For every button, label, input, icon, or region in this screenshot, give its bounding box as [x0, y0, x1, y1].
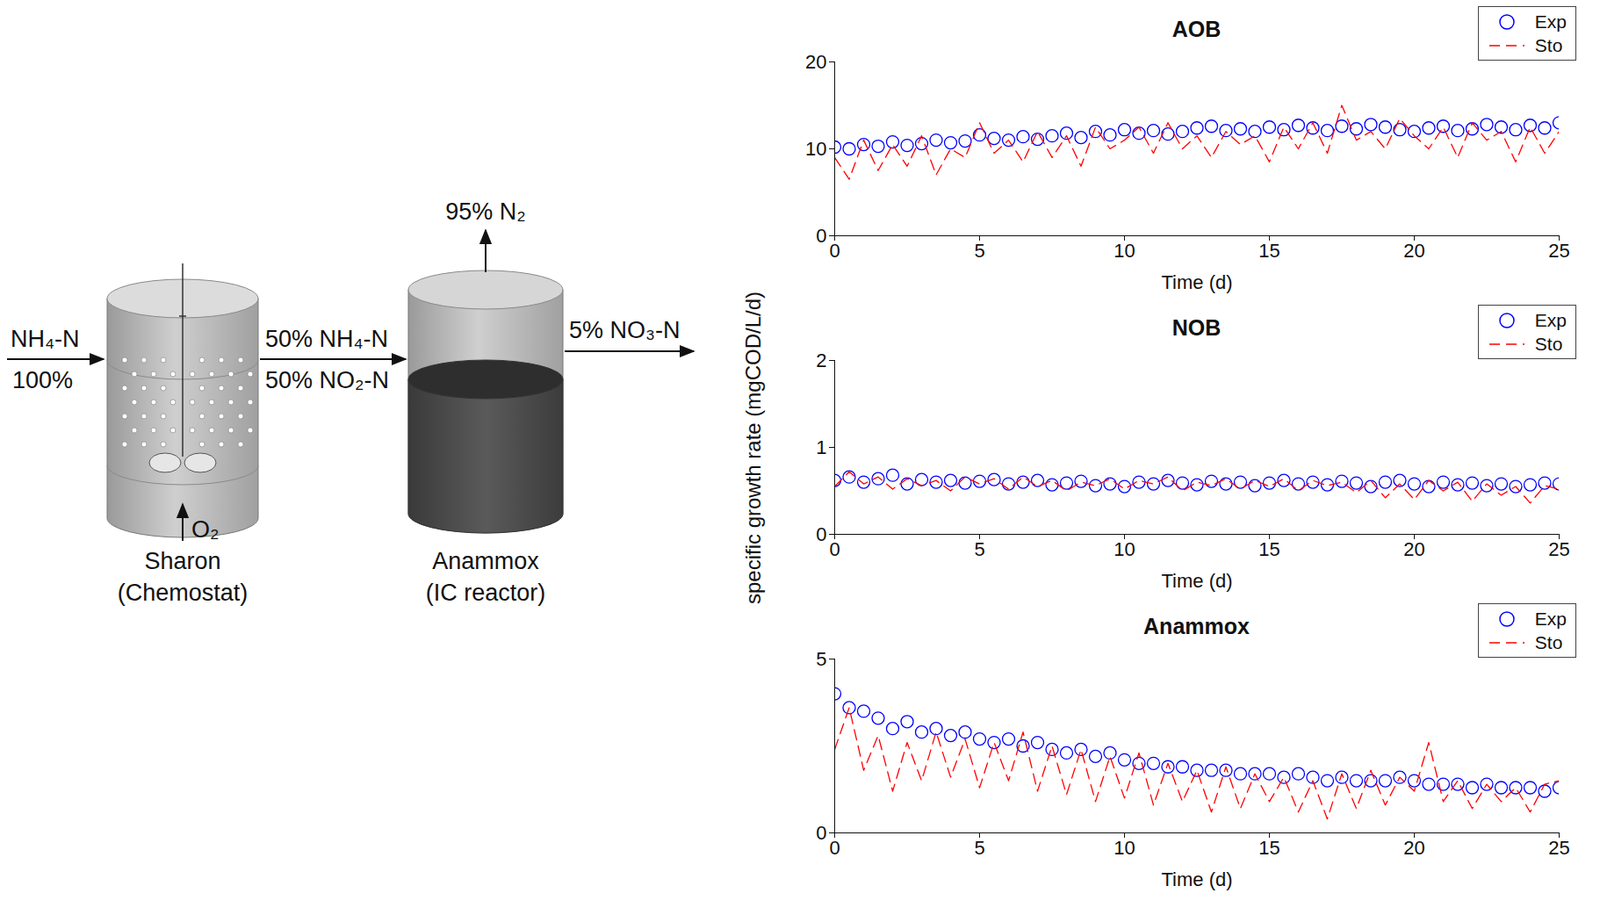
html-text:Exp: Exp — [1534, 309, 1567, 331]
svg-text:(IC reactor): (IC reactor) — [425, 579, 547, 606]
svg-text:20: 20 — [1403, 836, 1425, 859]
svg-text:Sharon: Sharon — [144, 547, 221, 575]
svg-text:50% NO₂-N: 50% NO₂-N — [265, 367, 390, 394]
svg-text:100%: 100% — [12, 367, 73, 394]
svg-text:0: 0 — [828, 836, 840, 859]
html-text:Sto: Sto — [1534, 632, 1563, 653]
svg-text:NH₄-N: NH₄-N — [10, 325, 80, 353]
svg-text:Time (d): Time (d) — [1160, 271, 1233, 294]
svg-text:0: 0 — [828, 239, 840, 262]
svg-text:5: 5 — [815, 648, 827, 671]
html-text:Exp: Exp — [1534, 11, 1567, 32]
svg-text:25: 25 — [1548, 836, 1570, 859]
html-text:NOB: NOB — [1172, 315, 1221, 340]
svg-text:20: 20 — [1403, 538, 1425, 561]
svg-text:2: 2 — [815, 349, 827, 372]
html-text:Sto: Sto — [1534, 333, 1563, 354]
svg-text:10: 10 — [1113, 538, 1135, 561]
svg-text:0: 0 — [815, 821, 827, 844]
svg-text:50% NH₄-N: 50% NH₄-N — [265, 325, 389, 353]
html-text:Anammox: Anammox — [1143, 613, 1250, 639]
svg-text:Anammox: Anammox — [432, 547, 540, 575]
svg-text:25: 25 — [1548, 538, 1570, 561]
svg-text:5: 5 — [973, 836, 985, 859]
svg-text:O₂: O₂ — [191, 516, 219, 543]
svg-text:0: 0 — [815, 523, 827, 546]
svg-text:1: 1 — [815, 436, 827, 459]
svg-text:15: 15 — [1258, 836, 1280, 859]
svg-text:Time (d): Time (d) — [1160, 569, 1233, 592]
svg-text:5: 5 — [973, 239, 985, 262]
svg-text:25: 25 — [1548, 239, 1570, 262]
svg-text:10: 10 — [1113, 239, 1135, 262]
svg-text:5: 5 — [973, 538, 985, 561]
html-text:AOB: AOB — [1172, 16, 1221, 42]
html-text:Exp: Exp — [1534, 608, 1567, 629]
svg-text:95% N₂: 95% N₂ — [445, 198, 527, 225]
svg-text:5% NO₃-N: 5% NO₃-N — [569, 317, 681, 344]
svg-text:10: 10 — [805, 137, 827, 160]
svg-text:20: 20 — [805, 50, 827, 73]
svg-text:10: 10 — [1113, 836, 1135, 859]
svg-text:Time (d): Time (d) — [1160, 868, 1233, 891]
svg-text:0: 0 — [815, 224, 827, 247]
svg-text:0: 0 — [828, 538, 840, 561]
html-text:Sto: Sto — [1534, 35, 1563, 56]
svg-text:15: 15 — [1258, 538, 1280, 561]
svg-text:20: 20 — [1403, 239, 1425, 262]
html-text:specific growth rate (mgCOD/L/: specific growth rate (mgCOD/L/d) — [741, 291, 765, 605]
svg-text:(Chemostat): (Chemostat) — [117, 579, 249, 606]
svg-text:15: 15 — [1258, 239, 1280, 262]
